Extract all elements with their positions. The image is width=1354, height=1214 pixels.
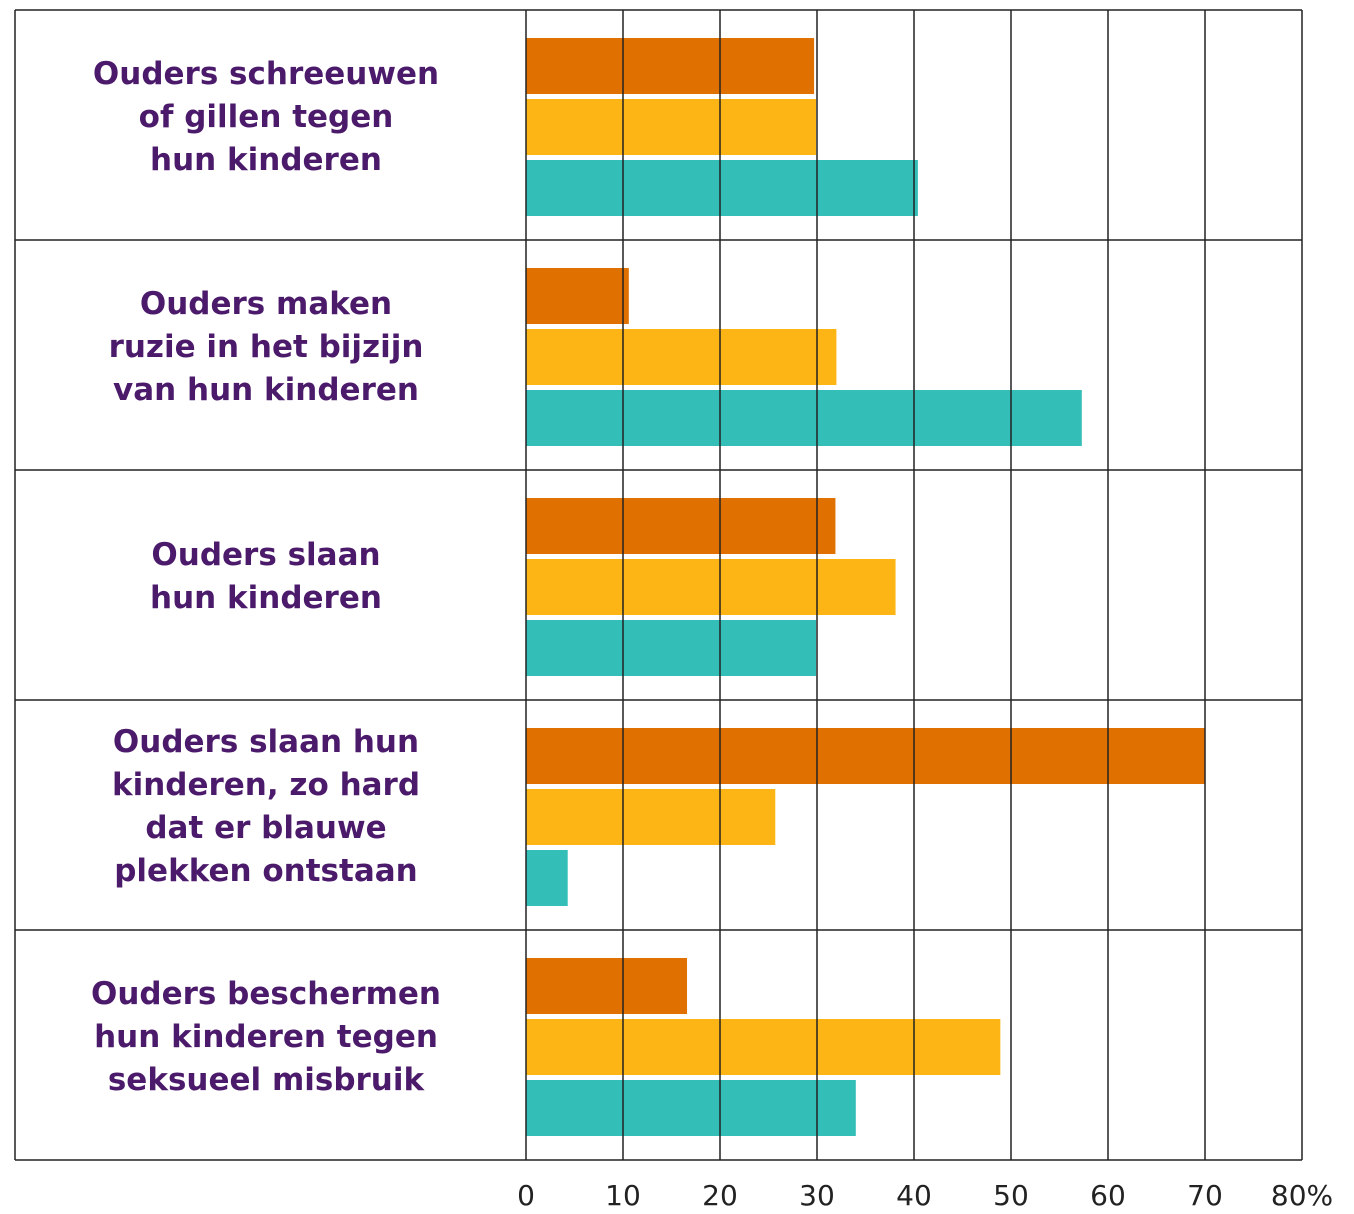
category-label: Ouders slaan hun kinderen, zo hard dat e…	[111, 724, 421, 889]
bar	[526, 329, 837, 385]
bar	[526, 728, 1205, 784]
bar	[526, 559, 896, 615]
bar	[526, 390, 1082, 446]
bar	[526, 160, 918, 216]
x-tick-label: 0	[517, 1179, 535, 1212]
x-tick-label: 80%	[1271, 1179, 1333, 1212]
bar	[526, 498, 836, 554]
bar	[526, 850, 568, 906]
x-tick-label: 10	[605, 1179, 641, 1212]
bar	[526, 958, 688, 1014]
x-tick-label: 60	[1090, 1179, 1126, 1212]
x-tick-label: 20	[702, 1179, 738, 1212]
category-label: Ouders beschermen hun kinderen tegen sek…	[91, 975, 441, 1098]
x-tick-label: 70	[1187, 1179, 1223, 1212]
bar	[526, 1019, 1001, 1075]
x-tick-label: 30	[799, 1179, 835, 1212]
category-label: Ouders schreeuwen of gillen tegen hun ki…	[92, 55, 440, 178]
bar	[526, 38, 815, 94]
bar	[526, 789, 776, 845]
bar	[526, 268, 629, 324]
bar	[526, 99, 817, 155]
bar	[526, 620, 817, 676]
category-label: Ouders slaan hun kinderen	[150, 537, 382, 616]
x-tick-label: 40	[896, 1179, 932, 1212]
x-tick-label: 50	[993, 1179, 1029, 1212]
category-label: Ouders maken ruzie in het bijzijn van hu…	[108, 285, 424, 408]
bar	[526, 1080, 856, 1136]
